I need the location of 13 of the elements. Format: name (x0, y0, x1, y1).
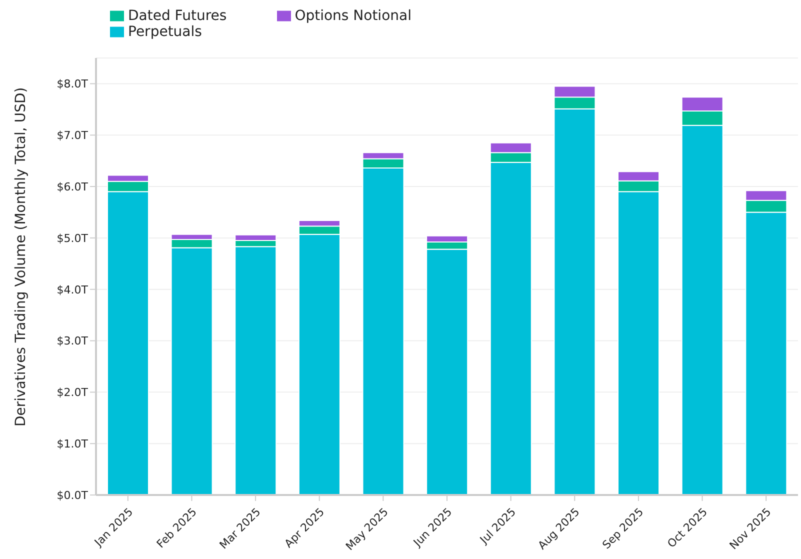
y-tick-label: $7.0T (56, 129, 88, 142)
y-tick-label: $8.0T (56, 78, 88, 91)
legend-label: Options Notional (294, 8, 412, 24)
y-tick-label: $4.0T (56, 283, 88, 296)
legend-label: Perpetuals (128, 24, 202, 40)
y-tick-label: $3.0T (56, 334, 88, 348)
y-axis-title: Derivatives Trading Volume (Monthly Total, USD) (12, 87, 29, 426)
y-tick-label: $0.0T (56, 488, 88, 502)
legend-label: Dated Futures (128, 8, 227, 24)
y-tick-label: $6.0T (56, 180, 88, 194)
y-tick-label: $2.0T (56, 386, 88, 400)
y-tick-label: $1.0T (56, 437, 88, 450)
y-tick-label: $5.0T (56, 232, 88, 245)
